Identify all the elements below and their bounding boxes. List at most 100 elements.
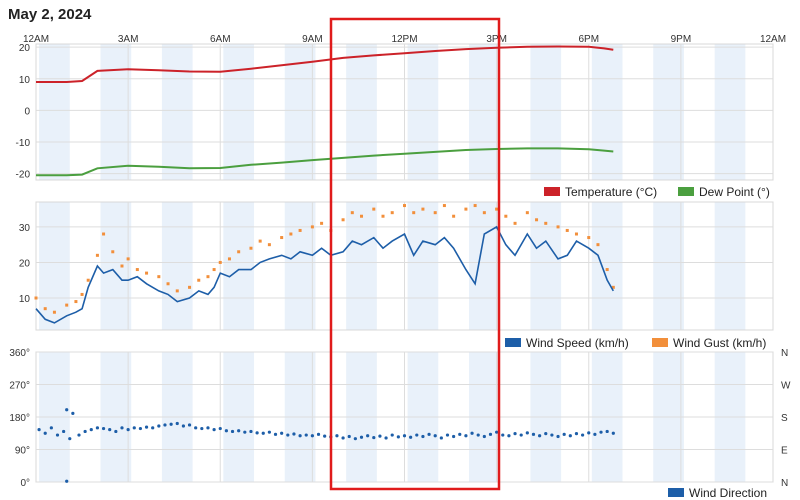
time-band [39,44,70,180]
dew-point-legend-swatch [678,187,694,196]
wind-direction-point [77,433,81,437]
wind-direction-point [286,433,290,437]
wind-gust-point [341,218,345,222]
wind-direction-point [65,408,69,412]
wind-direction-point [267,430,271,434]
wind-direction-point [507,434,511,438]
wind-gust-point [381,214,385,218]
time-band [468,44,500,180]
wind-direction-point [372,435,376,440]
wind-direction-point [49,426,53,430]
y-tick-label: -20 [16,170,31,181]
y-tick-label: 0° [20,478,30,489]
y-tick-label: 90° [15,446,30,457]
wind-direction-point [62,429,66,434]
wind-direction-point [55,433,60,437]
wind-direction-point [151,426,155,430]
wind-direction-point [495,430,499,434]
wind-direction-point [587,431,591,435]
wind-direction-point [200,426,204,431]
wind-gust-point [596,243,600,247]
time-band [346,44,377,180]
y-tick-label: 0 [24,106,30,117]
wind-direction-point [298,434,302,438]
time-band [530,44,562,180]
wind-direction-point [359,435,364,439]
wind-gust-legend-swatch [652,338,668,347]
y-tick-label: 180° [9,413,30,424]
wind-gust-point [111,250,115,254]
wind-gust-point [565,228,569,232]
wind-direction-point [292,432,296,436]
wind-gust-point [535,218,539,222]
time-band [284,44,316,180]
wind-direction-point [488,432,493,436]
wind-gust-point [574,232,578,236]
wind-gust-point [513,221,517,225]
wind-gust-point [280,236,284,240]
wind-gust-point [120,264,124,268]
wind-direction-point [427,432,431,436]
wind-gust-point [74,300,78,304]
wind-direction-point [218,426,222,431]
wind-gust-point [166,282,170,286]
wind-direction-point [421,434,425,439]
wind-direction-point [384,436,388,440]
time-band [100,202,132,330]
x-tick-label: 3PM [486,34,507,45]
wind-direction-point [544,432,548,436]
wind-direction-point [335,434,339,438]
wind-direction-point [605,429,609,434]
wind-direction-point [581,433,585,437]
wind-gust-point [218,260,222,264]
wind-direction-point [452,434,456,439]
time-band [284,202,316,330]
wind-direction-point [409,435,413,439]
wind-gust-point [320,221,324,225]
wind-gust-point [412,211,416,215]
wind-direction-point [415,433,419,437]
time-band [346,202,377,330]
wind-direction-point [402,434,407,438]
wind-gust-point [504,214,508,218]
wind-gust-point [95,253,99,257]
wind-gust-point [65,303,69,307]
wind-gust-point [157,275,161,279]
wind-direction-point [519,433,523,437]
wind-gust-point [421,207,425,211]
wind-direction-point [212,428,216,432]
y-tick-label: -10 [16,138,31,149]
wind-direction-point [144,425,149,429]
wind-speed-legend-swatch [505,338,521,347]
wind-direction-point [599,430,603,434]
x-axis-labels: 12AM 3AM 6AM 9AM 12PM 3PM 6PM 9PM 12AM [23,34,786,45]
time-band [407,202,439,330]
x-tick-label: 9AM [302,34,323,45]
wind-direction-point [120,426,124,430]
temperature-panel: 20 10 0 -10 -20 [16,43,773,181]
wind-direction-point [458,432,462,436]
x-tick-label: 12AM [23,34,49,45]
wind-gust-point [605,268,609,272]
wind-direction-point [464,434,468,438]
wind-gust-point [611,285,615,289]
wind-direction-point [138,426,143,431]
wind-gust-point [298,228,302,232]
wind-direction-point [390,433,394,437]
wind-direction-point [280,431,284,435]
wind-gust-point [145,271,149,275]
wind-direction-point [71,411,75,415]
wind-direction-point [243,430,247,434]
time-band [161,202,193,330]
x-tick-label: 12PM [391,34,417,45]
wind-direction-point [550,433,554,437]
compass-tick-label: N [781,478,788,489]
wind-direction-point [304,433,308,437]
wind-direction-point [353,437,357,441]
wind-gust-point [135,268,139,272]
time-band [714,44,746,180]
wind-gust-point [80,292,84,296]
time-band [468,202,500,330]
wind-gust-point [34,296,38,300]
wind-direction-point [470,431,474,435]
